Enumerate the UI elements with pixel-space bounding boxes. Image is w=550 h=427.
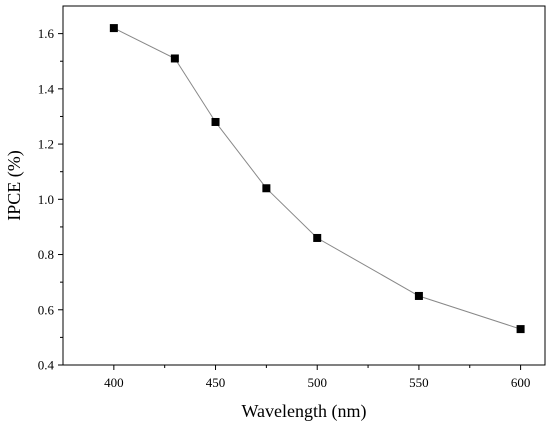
x-tick-label: 400 [104,375,124,390]
y-tick-label: 0.4 [38,358,55,373]
series-line [113,27,521,330]
data-point [211,117,220,126]
data-point [170,54,179,63]
data-point [414,291,423,300]
x-tick-label: 450 [206,375,226,390]
x-tick-label: 600 [511,375,531,390]
y-tick-label: 1.6 [38,26,55,41]
y-tick-label: 1.4 [38,81,55,96]
y-axis-title: IPCE (%) [4,150,25,221]
tick-layer: 400 450 500 550 600 0.4 0.6 0.8 1.0 1.2 1.4 1.6 [38,26,531,390]
data-point [313,233,322,242]
plot-frame [62,5,546,366]
data-point [109,24,118,33]
data-point [516,325,525,334]
y-tick-label: 1.2 [38,137,54,152]
y-tick-label: 0.8 [38,247,54,262]
x-tick-label: 500 [307,375,327,390]
series-layer [109,24,525,334]
x-tick-label: 550 [409,375,429,390]
y-tick-label: 1.0 [38,192,54,207]
y-tick-label: 0.6 [38,302,55,317]
x-axis-title: Wavelength (nm) [241,401,366,422]
data-point [262,184,271,193]
